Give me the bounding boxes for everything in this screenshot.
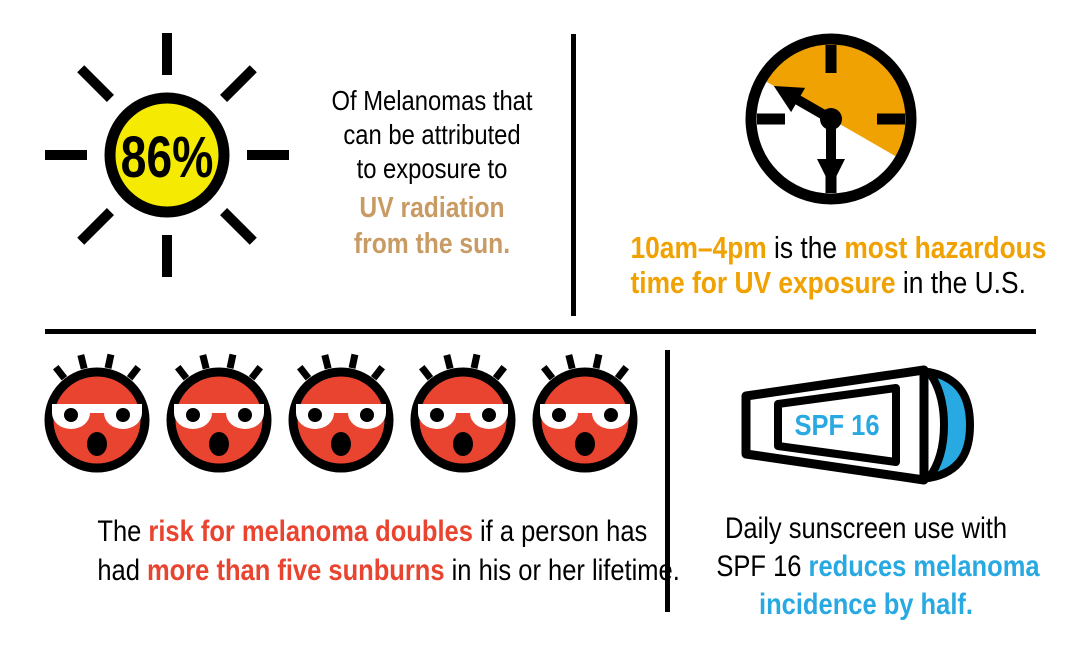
face-mouth [575,432,595,456]
text-segment: SPF 16 [716,550,809,583]
highlight-incidence-half: incidence by half. [759,588,973,621]
stat-value: 86% [121,125,214,190]
text-line: time for UV exposure in the U.S. [630,265,1026,300]
text-segment: in the U.S. [895,265,1026,300]
tube-cap [925,368,974,482]
highlight-time-range: 10am–4pm [630,230,767,265]
clock-hazard-wedge [761,38,912,159]
face-head [166,367,272,473]
text-line: The risk for melanoma doubles if a perso… [97,512,647,551]
highlight-uv-radiation: UV radiation [359,192,505,224]
divider-vertical-bottom [665,350,670,612]
sunscreen-text: Daily sunscreen use with SPF 16 reduces … [716,510,1039,624]
face-hair [174,353,264,381]
sunburn-face-icon [288,353,394,473]
text-line: 10am–4pm is the most hazardous [630,230,1047,265]
face-head [532,367,638,473]
sun-icon: 86% [45,33,289,277]
sunburn-face-icon [166,353,272,473]
face-mouth [209,432,229,456]
face-mouth [331,432,351,456]
text-segment: is the [766,230,845,265]
face-eye-right [604,408,618,422]
face-hair [418,353,508,381]
text-line: had more than five sunburns in his or he… [97,551,679,590]
face-eye-left [552,408,566,422]
face-hair [540,353,630,381]
sunburn-face-icon [532,353,638,473]
highlight-uv-exposure-time: time for UV exposure [630,265,896,300]
face-eye-right [482,408,496,422]
text-line: Daily sunscreen use with [724,512,1008,545]
sunburn-risk-text: The risk for melanoma doubles if a perso… [97,512,679,590]
face-head [410,367,516,473]
sunscreen-tube-icon: SPF 16 [741,365,974,485]
highlight-five-sunburns: more than five sunburns [147,554,445,587]
sunburn-faces-row [36,352,646,474]
divider-vertical-top [571,34,576,316]
face-eye-left [308,408,322,422]
face-eye-right [238,408,252,422]
face-eye-left [186,408,200,422]
face-head [288,367,394,473]
face-head [44,367,150,473]
sun-disc [104,92,230,218]
face-eye-right [360,408,374,422]
highlight-reduces-melanoma: reduces melanoma [808,550,1040,583]
highlight-from-the-sun: from the sun. [353,228,511,260]
text-line: can be attributed [343,119,521,150]
face-eye-right [116,408,130,422]
sunburn-face-icon [44,353,150,473]
sun-rays [45,33,289,277]
face-hair [296,353,386,381]
text-segment: The [97,515,149,548]
highlight-risk-doubles: risk for melanoma doubles [148,515,473,548]
text-line: Of Melanomas that [331,85,533,116]
clock-face-ring [745,33,917,205]
highlight-most-hazardous: most hazardous [844,230,1047,265]
text-segment: had [97,554,148,587]
face-hair [52,353,142,381]
clock-center-dot [820,108,842,130]
tube-label-text: SPF 16 [794,408,879,441]
tube-label-frame [774,384,900,466]
clock-icon [745,33,917,205]
face-eye-left [430,408,444,422]
hazard-window-text: 10am–4pm is the most hazardous time for … [630,230,1047,300]
divider-horizontal [45,329,1036,334]
text-segment: if a person has [472,515,648,548]
face-eye-left [64,408,78,422]
text-line: to exposure to [356,153,508,184]
face-mouth [87,432,107,456]
text-segment: in his or her lifetime. [444,554,680,587]
text-line: SPF 16 reduces melanoma [716,548,1039,586]
uv-attribution-text: Of Melanomas that can be attributed to e… [326,84,539,262]
sunburn-face-icon [410,353,516,473]
face-mouth [453,432,473,456]
